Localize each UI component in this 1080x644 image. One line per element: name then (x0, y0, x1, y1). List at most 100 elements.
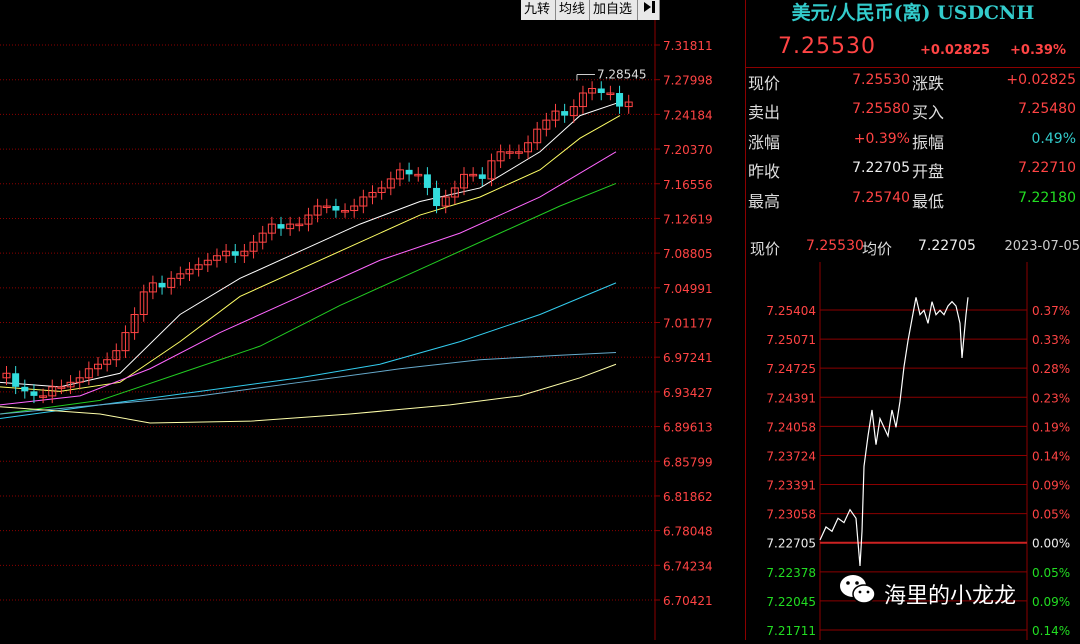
candle-body (542, 119, 551, 130)
intraday-svg[interactable]: 7.25404 0.37% 7.25071 0.33% 7.24725 0.28% 7.24… (746, 262, 1080, 640)
intraday-right-label: 0.05% (1032, 508, 1070, 522)
y-tick-label: 7.01177 (663, 317, 713, 331)
value-ask: 7.25580 (852, 101, 910, 117)
quote-row: 涨幅 +0.39% 振幅 0.49% (746, 129, 1080, 157)
candle-body (514, 151, 523, 154)
y-tick-label: 6.85799 (663, 455, 713, 469)
intraday-right-label: 0.05% (1032, 566, 1070, 580)
quote-row: 现价 7.25530 涨跌 +0.02825 (746, 70, 1080, 98)
y-tick-label: 7.24184 (663, 108, 713, 122)
label-change: 涨跌 (912, 74, 945, 93)
label-high: 最高 (748, 192, 781, 211)
intraday-right-label: 0.09% (1032, 479, 1070, 493)
ma60-line (0, 282, 617, 419)
candle-body (222, 250, 231, 257)
candle-body (249, 241, 258, 252)
kline-chart[interactable]: 7.28545 7.31811 7.27998 7.24184 7.20370 7.16… (0, 0, 745, 640)
candle-body (533, 128, 542, 144)
quote-row: 卖出 7.25580 买入 7.25480 (746, 99, 1080, 127)
intraday-left-label: 7.25404 (766, 304, 816, 318)
candle-body (469, 173, 478, 177)
quote-row: 昨收 7.22705 开盘 7.22710 (746, 158, 1080, 186)
y-tick-label: 7.08805 (663, 247, 713, 261)
intraday-left-label: 7.23724 (766, 449, 816, 463)
ma120-line (0, 351, 617, 415)
y-tick-label: 6.93427 (663, 386, 713, 400)
intraday-left-label: 7.24391 (766, 391, 816, 405)
divider (746, 67, 1080, 68)
candle-body (433, 187, 441, 207)
candle-body (450, 187, 459, 198)
y-tick-label: 7.16556 (663, 178, 713, 192)
candle-body (148, 282, 157, 293)
candle-body (551, 110, 560, 121)
intraday-avg: 7.22705 (918, 238, 976, 254)
value-change: +0.02825 (1006, 72, 1076, 88)
moving-average-button[interactable]: 均线 (556, 0, 590, 20)
candle-body (460, 173, 468, 189)
last-price: 7.25530 (778, 34, 876, 59)
candle-body (258, 232, 267, 243)
intraday-price-line (819, 297, 969, 567)
candle-body (84, 368, 93, 379)
label-current: 现价 (748, 74, 781, 93)
value-high: 7.25740 (852, 190, 910, 206)
ma250-line (0, 363, 617, 424)
intraday-right-label: 0.09% (1032, 595, 1070, 609)
candle-body (231, 251, 239, 256)
candle-body (597, 88, 605, 94)
y-tick-label: 7.27998 (663, 74, 713, 88)
y-tick-label: 7.20370 (663, 143, 713, 157)
watermark: 海里的小龙龙 (838, 572, 1078, 616)
intraday-right-label: 0.19% (1032, 420, 1070, 434)
value-prev-close: 7.22705 (852, 160, 910, 176)
intraday-right-label: 0.37% (1032, 304, 1070, 318)
candle-body (313, 205, 322, 216)
candle-body (176, 273, 185, 279)
candle-body (350, 205, 359, 212)
label-avg: 均价 (862, 240, 893, 258)
candle-body (386, 178, 395, 189)
candle-body (185, 268, 194, 275)
collapse-icon[interactable] (638, 0, 660, 20)
candle-body (212, 255, 221, 261)
candle-body (606, 92, 615, 96)
label-now: 现价 (750, 240, 781, 258)
candle-body (295, 223, 304, 227)
label-amplitude: 振幅 (912, 133, 945, 152)
candle-body (121, 332, 130, 352)
intraday-right-label: 0.14% (1032, 624, 1070, 638)
intraday-left-label: 7.25071 (766, 333, 816, 347)
ma20-line (0, 151, 617, 406)
candle-body (496, 151, 505, 162)
intraday-date: 2023-07-05 (1004, 239, 1080, 254)
instrument-title: 美元/人民币(离) USDCNH (791, 2, 1035, 24)
y-tick-label: 7.04991 (663, 282, 713, 296)
intraday-right-label: 0.23% (1032, 391, 1070, 405)
jiuzhuan-button[interactable]: 九转 (521, 0, 556, 20)
candle-body (368, 191, 377, 198)
intraday-right-label: 0.33% (1032, 333, 1070, 347)
candle-body (39, 395, 48, 398)
value-current: 7.25530 (852, 72, 910, 88)
candle-body (21, 386, 29, 392)
add-watchlist-button[interactable]: 加自选 (590, 0, 638, 20)
ma5-line (0, 101, 621, 388)
label-pct: 涨幅 (748, 133, 781, 152)
candle-body (130, 314, 139, 334)
intraday-chart[interactable]: 7.25404 0.37% 7.25071 0.33% 7.24725 0.28% 7.24… (746, 262, 1080, 640)
y-tick-label: 6.78048 (663, 525, 713, 539)
kline-svg[interactable]: 7.28545 7.31811 7.27998 7.24184 7.20370 7.16… (0, 0, 745, 640)
value-pct: +0.39% (853, 131, 910, 147)
value-open: 7.22710 (1018, 160, 1076, 176)
wechat-icon (840, 575, 876, 604)
candle-body (578, 92, 587, 108)
label-low: 最低 (912, 192, 945, 211)
intraday-left-label: 7.24058 (766, 420, 816, 434)
candle-body (524, 142, 533, 153)
header-change-pct: +0.39% (1010, 43, 1066, 58)
candle-body (286, 223, 295, 230)
y-tick-label: 6.97241 (663, 351, 713, 365)
candle-body (359, 196, 368, 207)
intraday-right-label: 0.28% (1032, 362, 1070, 376)
